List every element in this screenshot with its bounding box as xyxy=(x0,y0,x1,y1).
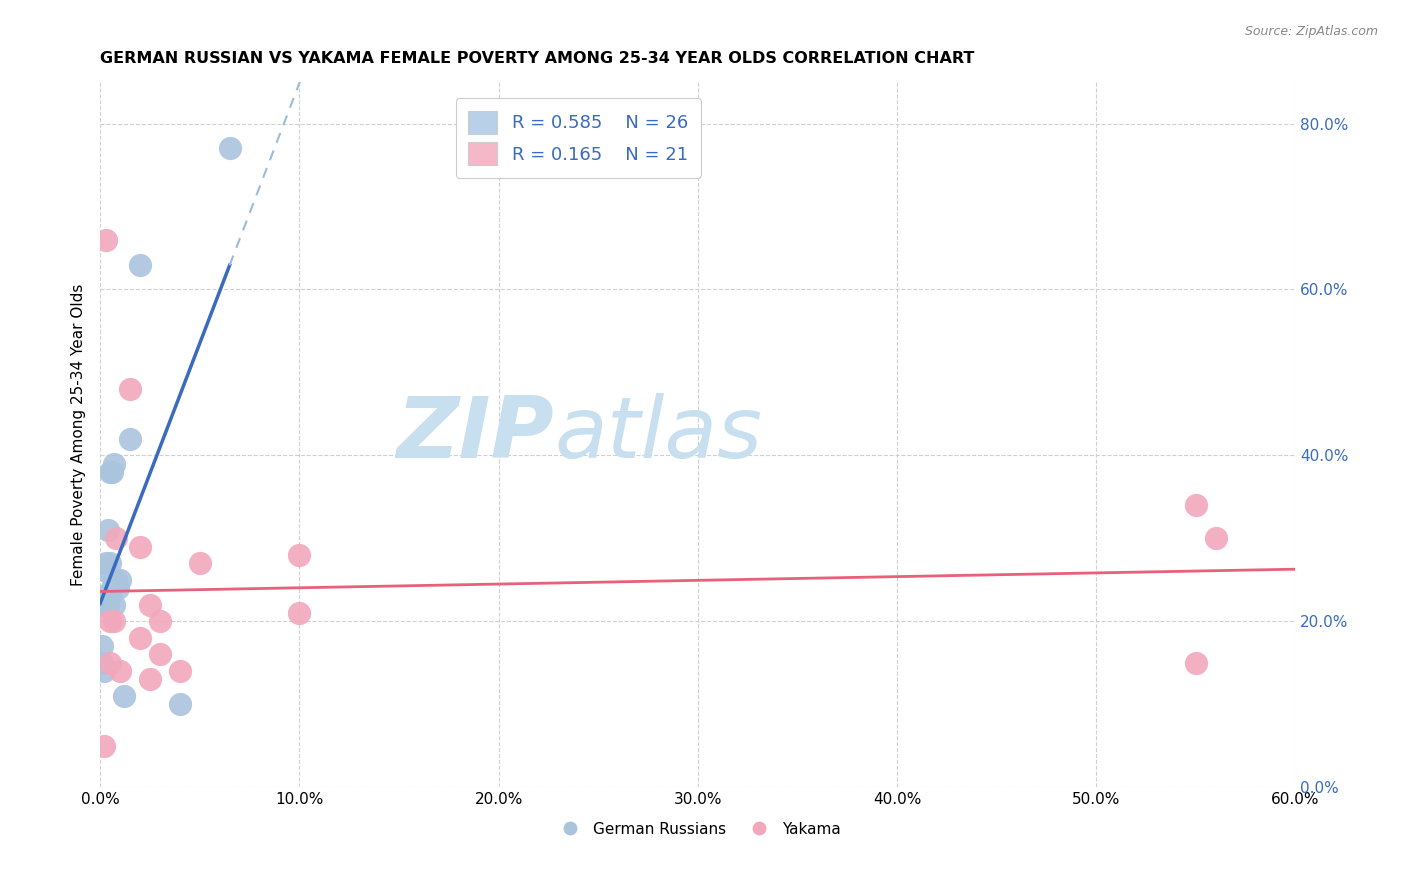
Point xyxy=(108,573,131,587)
Point xyxy=(1185,656,1208,670)
Point xyxy=(1205,531,1227,545)
Point xyxy=(93,739,115,753)
Point xyxy=(103,614,125,628)
Point xyxy=(118,432,141,446)
Point xyxy=(98,556,121,570)
Text: ZIP: ZIP xyxy=(396,393,554,476)
Point xyxy=(149,648,172,662)
Point xyxy=(97,523,120,537)
Point xyxy=(112,689,135,703)
Point xyxy=(101,581,124,595)
Point xyxy=(103,457,125,471)
Point xyxy=(1185,498,1208,512)
Point xyxy=(169,664,191,678)
Point xyxy=(105,573,128,587)
Point xyxy=(91,639,114,653)
Point xyxy=(101,465,124,479)
Point xyxy=(108,664,131,678)
Point xyxy=(98,656,121,670)
Point xyxy=(94,556,117,570)
Point xyxy=(103,573,125,587)
Point xyxy=(93,664,115,678)
Point xyxy=(91,598,114,612)
Text: atlas: atlas xyxy=(554,393,762,476)
Point xyxy=(129,540,152,554)
Point xyxy=(91,656,114,670)
Point xyxy=(107,581,129,595)
Point xyxy=(118,382,141,396)
Point xyxy=(94,233,117,247)
Point xyxy=(149,614,172,628)
Point xyxy=(129,258,152,272)
Point xyxy=(139,598,162,612)
Point xyxy=(94,565,117,579)
Point xyxy=(129,631,152,645)
Legend: German Russians, Yakama: German Russians, Yakama xyxy=(548,815,848,843)
Y-axis label: Female Poverty Among 25-34 Year Olds: Female Poverty Among 25-34 Year Olds xyxy=(72,284,86,586)
Point xyxy=(188,556,211,570)
Point xyxy=(98,465,121,479)
Point xyxy=(93,590,115,604)
Point xyxy=(105,531,128,545)
Point xyxy=(169,697,191,711)
Text: GERMAN RUSSIAN VS YAKAMA FEMALE POVERTY AMONG 25-34 YEAR OLDS CORRELATION CHART: GERMAN RUSSIAN VS YAKAMA FEMALE POVERTY … xyxy=(100,51,974,66)
Point xyxy=(288,606,311,620)
Point xyxy=(288,548,311,562)
Point xyxy=(94,590,117,604)
Point xyxy=(98,614,121,628)
Text: Source: ZipAtlas.com: Source: ZipAtlas.com xyxy=(1244,25,1378,38)
Point xyxy=(139,673,162,687)
Point xyxy=(98,590,121,604)
Point xyxy=(103,598,125,612)
Point xyxy=(218,141,240,155)
Point xyxy=(97,598,120,612)
